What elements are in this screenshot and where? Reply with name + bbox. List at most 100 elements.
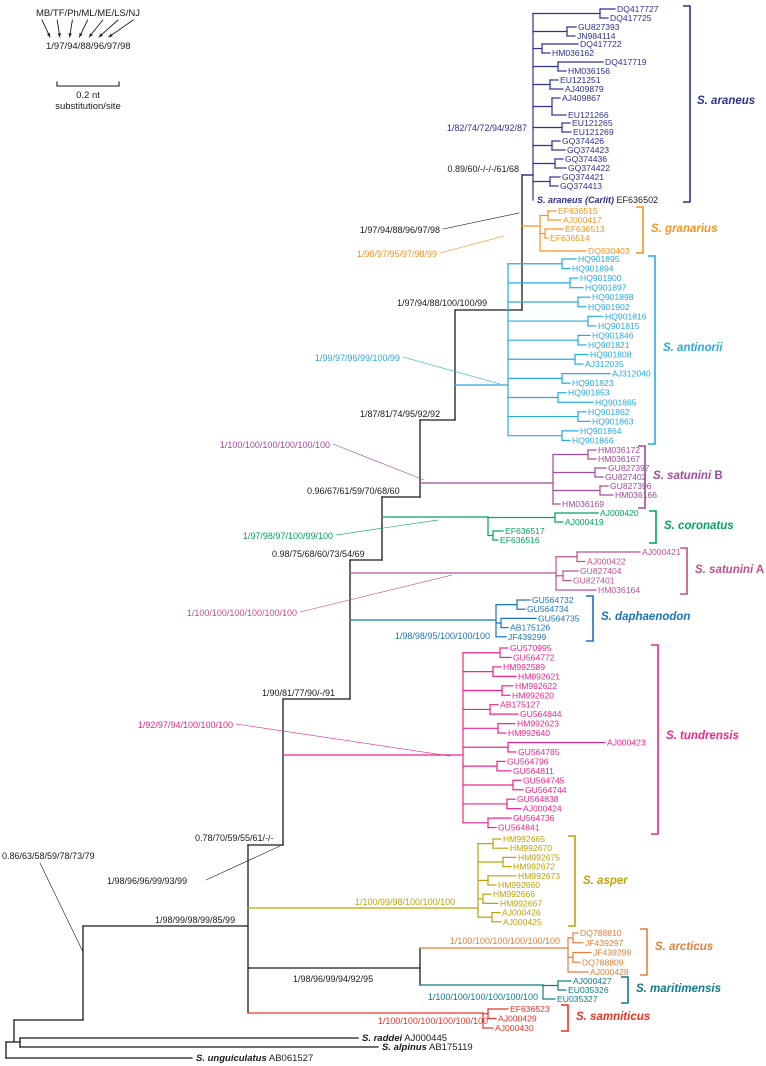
- tip-label: AB175126: [510, 623, 550, 633]
- support-label-group: 1/90/81/77/90/-/91: [262, 688, 335, 698]
- tip-label: GQ374436: [565, 154, 607, 164]
- tip-label: AJ312040: [612, 369, 651, 379]
- tip-label: HQ901864: [580, 426, 622, 436]
- support-label-group: 1/98/98/95/100/100/100: [395, 631, 490, 641]
- legend-arrowhead-icon: [57, 33, 61, 37]
- tip-label: AB175127: [500, 700, 540, 710]
- support-label-group: 0.78/70/59/55/61/-/-: [195, 833, 274, 843]
- support-value: 1/100/100/100/100/100/100: [220, 440, 330, 450]
- tip-label: HM036156: [568, 66, 610, 76]
- clade-name: S. granarius: [651, 223, 717, 235]
- support-value: 1/82/74/72/94/92/87: [447, 123, 527, 133]
- tip-label: HM036164: [598, 585, 640, 595]
- tip-label: AJ000422: [587, 557, 626, 567]
- tip-label: GU564732: [532, 595, 574, 605]
- tip-label: AJ409867: [562, 93, 601, 103]
- clade-bracket: [640, 928, 648, 976]
- tip-label: HQ901900: [580, 273, 622, 283]
- tip-label: GU564841: [498, 823, 540, 833]
- tip-label: HM992665: [503, 834, 545, 844]
- tip-label: GQ374421: [562, 172, 604, 182]
- legend-arrowhead-icon: [68, 33, 72, 37]
- support-label-group: 1/92/97/94/100/100/100: [138, 720, 451, 757]
- support-label-group: 1/98/99/98/99/85/99: [155, 915, 235, 925]
- tip-label: EU121265: [572, 118, 613, 128]
- clade-name: S. samniticus: [576, 1011, 650, 1023]
- tip-label: GU827401: [573, 576, 615, 586]
- outgroup-tip: S. unguiculatus AB061527: [196, 1053, 313, 1064]
- tip-label: GU564811: [513, 766, 554, 776]
- clade-bracket: [636, 206, 644, 254]
- tip-label: DQ417725: [610, 13, 652, 23]
- support-value: 1/98/96/99/94/92/95: [293, 974, 373, 984]
- tree-backbone: [5, 174, 534, 1059]
- tip-label: GU827402: [605, 472, 647, 482]
- clade-bracket: [683, 5, 691, 203]
- clade-name: S. satunini: [653, 470, 712, 482]
- tip-label: JF439297: [585, 938, 623, 948]
- support-label-group: 0.98/75/68/60/73/54/69: [272, 549, 365, 559]
- outgroup-name: S. raddei: [362, 1033, 402, 1044]
- support-value: 1/100/100/100/100/100/100: [428, 992, 538, 1002]
- clade-name-label: S. maritimensis: [636, 983, 721, 995]
- tip-label: GU827397: [608, 463, 650, 473]
- legend-arrow: [108, 19, 134, 38]
- tip-label: HQ901863: [592, 416, 634, 426]
- tip-label: GU827393: [578, 22, 620, 32]
- tip-label: GU564744: [525, 785, 567, 795]
- support-pointer-line: [235, 723, 451, 757]
- support-value: 1/99/97/96/99/100/99: [315, 353, 400, 363]
- support-label-group: 1/97/94/88/96/97/98: [360, 212, 520, 235]
- legend-arrowhead-icon: [46, 33, 51, 37]
- clade-name: S. daphaenodon: [601, 611, 690, 623]
- tip-label: AJ000420: [600, 508, 639, 518]
- tip-label: AJ000427: [573, 976, 612, 986]
- tip-label: GU564745: [523, 775, 565, 785]
- support-value: 1/100/99/98/100/100/100: [355, 897, 455, 907]
- clade-name-label: S. araneus: [697, 95, 755, 107]
- outgroup-accession: AB061527: [269, 1053, 313, 1064]
- legend: MB/TF/Ph/ML/ME/LS/NJ 1/97/94/88/96/97/98 0…: [36, 8, 140, 112]
- clade-name-label: S. coronatus: [664, 520, 734, 532]
- clade-name: S. arcticus: [655, 941, 713, 953]
- tip-label: HQ901897: [585, 283, 627, 293]
- tip-label: EF636514: [550, 233, 590, 243]
- tip-label: HM992623: [517, 719, 559, 729]
- clade-name-label: S. granarius: [651, 223, 717, 235]
- tip-label: HQ901902: [588, 302, 630, 312]
- clade-satunini-b: HM036172HM036167GU827397GU827402GU827396…: [419, 445, 723, 509]
- outgroup-name: S. alpinus: [382, 1042, 427, 1053]
- support-label-group: 1/97/98/97/100/99/100: [243, 519, 439, 541]
- support-label-group: 1/82/74/72/94/92/87: [447, 123, 527, 133]
- clade-bracket: [680, 547, 688, 595]
- clade-name: S. antinorii: [663, 342, 723, 354]
- support-label-group: 0.96/67/61/59/70/68/60: [307, 486, 400, 496]
- support-label-group: 1/97/94/88/100/100/99: [397, 298, 487, 308]
- support-pointer-line: [39, 862, 84, 953]
- outgroup-accession: AB175119: [429, 1042, 473, 1053]
- tip-label: DQ417719: [605, 57, 647, 67]
- clade-name-label: S. antinorii: [663, 342, 723, 354]
- tip-label: GU564844: [520, 709, 562, 719]
- support-value: 1/90/81/77/90/-/91: [262, 688, 335, 698]
- tip-label: EU121266: [568, 110, 609, 120]
- tip-label: EU121251: [560, 75, 601, 85]
- support-label-group: 1/100/100/100/100/100/100: [378, 1016, 488, 1026]
- scale-value: 0.2 nt: [76, 90, 100, 101]
- clade-name-label: S. tundrensis: [666, 730, 739, 742]
- tip-label: HQ901821: [588, 340, 630, 350]
- clade-daphaenodon: GU564732GU564734GU564735AB175126JF439299…: [349, 595, 690, 642]
- clade-name: S. satunini: [695, 564, 754, 576]
- support-pointer-line: [402, 356, 501, 385]
- tip-label: DQ788810: [580, 928, 622, 938]
- clade-name-label: S. samniticus: [576, 1011, 650, 1023]
- tip-label-carlit: S. araneus (Carlit) EF636502: [537, 195, 658, 205]
- tip-label: EF636513: [565, 224, 605, 234]
- tip-label: EF636515: [558, 206, 598, 216]
- legend-arrowhead-icon: [89, 33, 93, 37]
- tip-label: HQ901865: [595, 397, 637, 407]
- support-value: 0.89/60/-/-/-/61/68: [447, 164, 519, 174]
- tip-label: DQ417722: [580, 39, 622, 49]
